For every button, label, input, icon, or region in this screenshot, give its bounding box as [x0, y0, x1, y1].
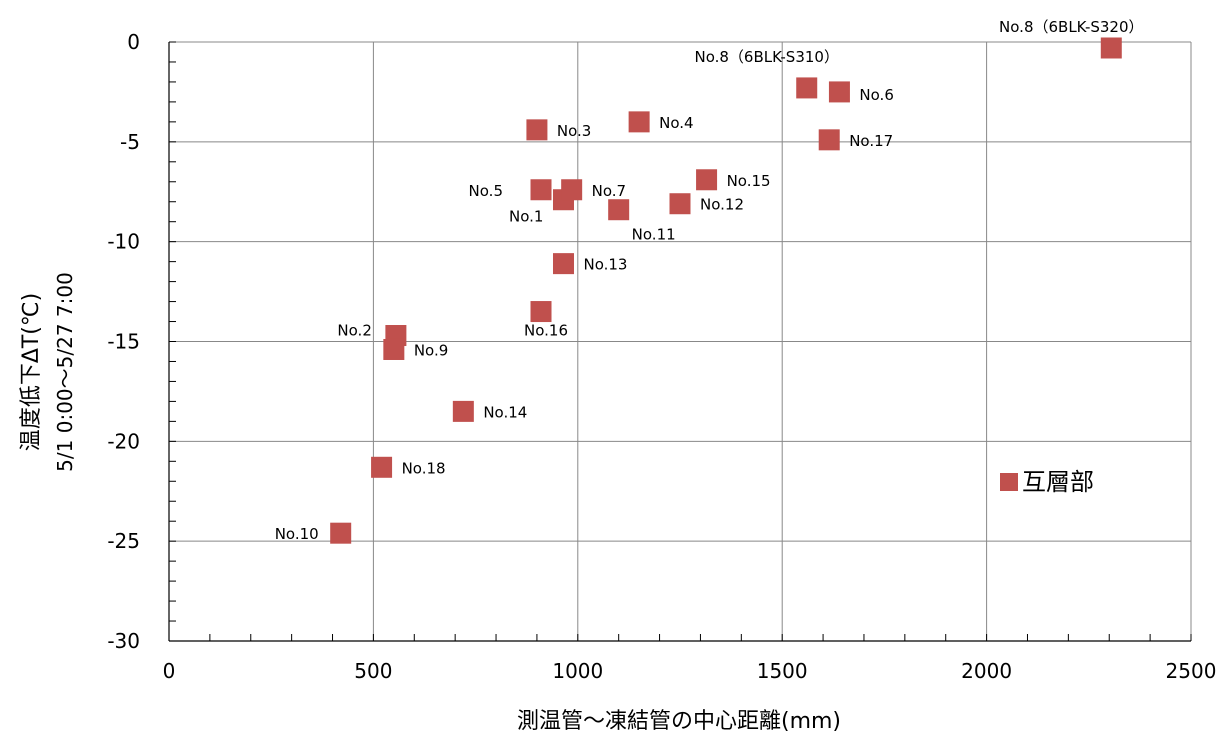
data-label: No.11: [632, 226, 676, 244]
data-point: [1100, 37, 1122, 59]
data-label: No.16: [524, 322, 568, 340]
tick-labels: 0 500 1000 1500 2000 2500 0 -5 -10 -15 -20 -25 -30: [107, 30, 1216, 683]
legend-label: 互層部: [1022, 468, 1094, 496]
legend: 互層部: [1000, 468, 1094, 496]
y-tick-label: -20: [107, 429, 140, 453]
data-label: No.3: [557, 122, 591, 140]
x-tick-label: 2000: [961, 659, 1012, 683]
data-point: [628, 111, 650, 133]
y-tick-label: -15: [107, 330, 140, 354]
data-label: No.8（6BLK-S320）: [999, 18, 1143, 36]
data-label: No.1: [509, 208, 543, 226]
data-point: [669, 193, 691, 215]
data-label: No.2: [337, 322, 371, 340]
data-point: [530, 179, 552, 201]
data-label: No.14: [483, 403, 527, 421]
data-point: [608, 199, 630, 221]
x-tick-label: 1000: [552, 659, 603, 683]
y-tick-label: -5: [120, 130, 140, 154]
data-point: [561, 179, 583, 201]
data-label: No.12: [700, 196, 744, 214]
data-point: [526, 119, 548, 141]
x-tick-label: 500: [354, 659, 392, 683]
data-point: [552, 253, 574, 275]
data-label: No.7: [592, 182, 626, 200]
legend-marker: [1000, 473, 1018, 491]
data-point: [371, 456, 393, 478]
data-label: No.15: [727, 172, 771, 190]
data-point: [796, 77, 818, 99]
data-label: No.18: [402, 459, 446, 477]
data-point: [818, 129, 840, 151]
data-label: No.9: [414, 341, 448, 359]
data-label: No.4: [659, 114, 693, 132]
data-label: No.5: [469, 182, 503, 200]
data-point: [452, 400, 474, 422]
y-axis-title-line2: 5/1 0:00～5/27 7:00: [53, 272, 77, 472]
y-axis-title-line1: 温度低下ΔT(℃): [19, 293, 44, 451]
y-tick-label: -25: [107, 529, 140, 553]
data-label: No.8（6BLK-S310）: [694, 48, 838, 66]
x-axis-title: 測温管～凍結管の中心距離(mm): [517, 709, 841, 734]
data-label: No.13: [583, 256, 627, 274]
data-point: [383, 338, 405, 360]
x-tick-label: 1500: [757, 659, 808, 683]
data-label: No.10: [275, 525, 319, 543]
data-points: [330, 37, 1122, 544]
point-labels: No.10 No.18 No.2 No.9 No.14 No.3 No.5 No.1 No.7 N…: [275, 18, 1144, 543]
data-point: [696, 169, 718, 191]
data-label: No.17: [849, 132, 893, 150]
data-point: [828, 81, 850, 103]
y-tick-label: 0: [127, 30, 140, 54]
data-label: No.6: [859, 86, 893, 104]
y-tick-label: -10: [107, 230, 140, 254]
data-point: [330, 522, 352, 544]
x-tick-label: 2500: [1166, 659, 1217, 683]
data-point: [530, 301, 552, 323]
x-tick-label: 0: [163, 659, 176, 683]
y-axis-title: 温度低下ΔT(℃) 5/1 0:00～5/27 7:00: [19, 272, 77, 472]
axes: [168, 41, 1192, 642]
y-tick-label: -30: [107, 629, 140, 653]
